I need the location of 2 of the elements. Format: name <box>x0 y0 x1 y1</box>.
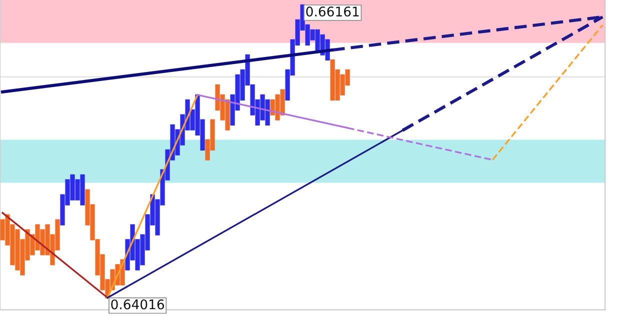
annotation: 0.64016 <box>111 299 164 310</box>
annotation: 0.66161 <box>306 6 359 17</box>
